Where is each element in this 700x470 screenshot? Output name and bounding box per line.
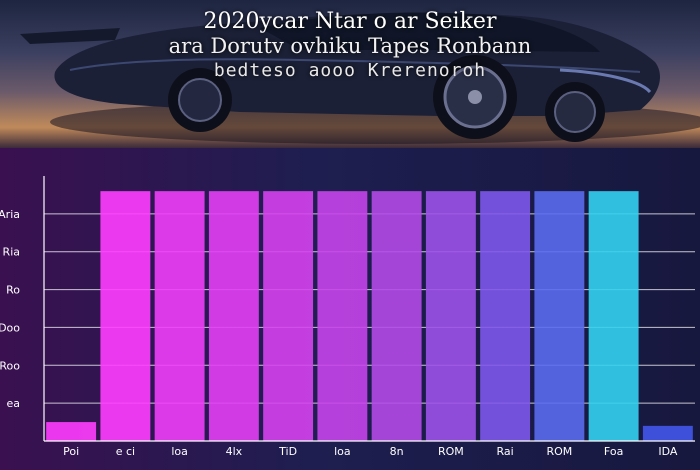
y-tick-label: ea	[6, 397, 20, 410]
bar-0	[46, 422, 97, 441]
chart-caption: bedteso aooo Krerenoroh	[213, 60, 487, 81]
y-tick-label: Aria	[0, 208, 20, 221]
bar-4	[263, 191, 314, 441]
bar-7	[425, 191, 476, 441]
bar-11	[642, 425, 693, 441]
x-tick-label: IDA	[658, 445, 678, 458]
x-tick-label: e ci	[116, 445, 135, 458]
x-tick-label: TiD	[278, 445, 297, 458]
bar-2	[154, 191, 205, 441]
x-tick-label: ROM	[438, 445, 464, 458]
bar-5	[317, 191, 368, 441]
hero-banner: 2020ycar Ntar o ar Seiker ara Dorutv ovh…	[0, 0, 700, 148]
bar-1	[100, 191, 151, 441]
x-tick-label: loa	[171, 445, 188, 458]
y-tick-label: Doo	[0, 321, 20, 334]
x-tick-label: loa	[334, 445, 351, 458]
x-tick-label: ROM	[546, 445, 572, 458]
x-tick-label: Rai	[497, 445, 514, 458]
x-tick-labels: Poi e ci loa 4lx TiD loa 8n ROM Rai ROM Foa IDA	[63, 445, 678, 458]
bar-9	[534, 191, 585, 441]
chart-title: 2020ycar Ntar o ar Seiker	[203, 9, 497, 34]
bar-10	[588, 191, 639, 441]
sports-car-image	[20, 12, 700, 144]
bar-3	[208, 191, 259, 441]
y-tick-labels: ea Roo Doo Ro Ria Aria	[0, 208, 20, 410]
x-tick-label: Poi	[63, 445, 79, 458]
bar-8	[480, 191, 531, 441]
x-tick-label: 8n	[390, 445, 404, 458]
bar-6	[371, 191, 422, 441]
y-tick-label: Roo	[0, 359, 20, 372]
y-tick-label: Ria	[3, 246, 20, 259]
bars	[46, 191, 693, 441]
x-tick-label: 4lx	[226, 445, 243, 458]
chart-panel: ea Roo Doo Ro Ria Aria Poi e ci loa 4lx TiD loa 8n R…	[0, 148, 700, 470]
x-tick-label: Foa	[604, 445, 623, 458]
chart-subtitle: ara Dorutv ovhiku Tapes Ronbann	[168, 34, 532, 58]
axes	[43, 176, 695, 442]
y-tick-label: Ro	[6, 284, 20, 297]
bar-chart: ea Roo Doo Ro Ria Aria Poi e ci loa 4lx TiD loa 8n R…	[0, 176, 695, 458]
